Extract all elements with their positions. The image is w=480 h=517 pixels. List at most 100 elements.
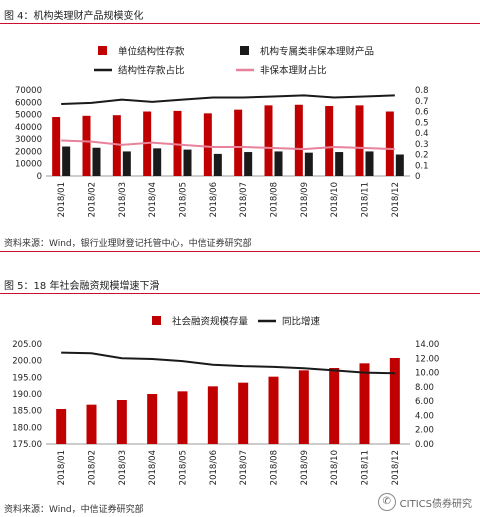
bar-primary [116,400,127,444]
bar-secondary [62,146,71,176]
bar-primary [234,109,243,176]
bar-primary [173,110,182,176]
bar-secondary [213,153,222,176]
y2-tick-label: 4.00 [415,411,434,421]
legend-1-label: 同比增速 [282,316,321,328]
fig4-caption: 图 4：机构类理财产品规模变化 [4,11,144,22]
bar-primary [325,105,334,176]
series-line-1 [61,139,395,151]
bar-secondary [335,152,344,176]
bar-primary [355,105,364,176]
x-tick-label: 2018/03 [118,182,128,217]
legend-0-label: 社会融资规模存量 [172,316,249,328]
y2-tick-label: 0.4 [415,129,429,139]
watermark-text: CITICS债券研究 [399,498,472,510]
y-tick-label: 60000 [15,98,42,108]
y2-tick-label: 0.6 [415,108,429,118]
y-tick-label: 10000 [15,160,42,170]
x-tick-label: 2018/02 [88,182,98,217]
x-tick-label: 2018/10 [330,450,340,485]
x-tick-label: 2018/08 [270,182,280,217]
x-tick-label: 2018/10 [330,182,340,217]
y2-tick-label: 12.00 [415,354,439,364]
y-tick-label: 0 [37,172,42,182]
x-tick-label: 2018/08 [270,450,280,485]
legend-0-swatch [98,46,107,55]
legend-2-label: 结构性存款占比 [118,65,185,77]
y2-tick-label: 0.8 [415,86,429,96]
y-tick-label: 40000 [15,123,42,133]
bar-primary [359,363,370,444]
x-tick-label: 2018/04 [148,182,158,217]
fig4-source-rule [0,251,480,252]
fig4-title-rule [0,23,480,24]
y2-tick-label: 0.3 [415,140,429,150]
y-tick-label: 195.00 [12,373,42,383]
y2-tick-label: 0.1 [415,161,429,171]
x-tick-label: 2018/12 [391,450,401,485]
fig5-source: 资料来源：Wind，中信证券研究部 [4,505,144,515]
fig5-title-rule [0,293,480,294]
bar-secondary [153,148,162,176]
wechat-icon: ✆ [377,493,396,511]
bar-primary [86,404,97,444]
bar-primary [112,115,121,176]
x-tick-label: 2018/04 [148,450,158,485]
fig4-source: 资料来源：Wind，银行业理财登记托管中心，中信证券研究部 [4,239,252,249]
bar-primary [177,391,188,444]
bar-primary [329,368,340,444]
x-tick-label: 2018/07 [239,450,249,485]
y2-tick-label: 0.7 [415,97,429,107]
bar-primary [56,409,67,444]
y-tick-label: 190.00 [12,390,42,400]
x-tick-label: 2018/01 [57,182,67,217]
x-tick-label: 2018/03 [118,450,128,485]
legend-1-label: 机构专属类非保本理财产品 [260,46,374,58]
bar-primary [207,386,218,444]
fig4-title-bar: 图 4：机构类理财产品规模变化 [0,4,480,24]
bar-secondary [395,154,404,176]
bar-primary [389,358,400,444]
bar-primary [264,105,273,176]
bar-secondary [274,151,283,176]
y-tick-label: 20000 [15,147,42,157]
bar-secondary [244,152,253,176]
bar-primary [82,115,91,176]
x-tick-label: 2018/11 [361,182,371,217]
series-line-0 [61,94,395,105]
bar-primary [203,113,212,176]
legend-0-label: 单位结构性存款 [118,46,185,58]
legend-3-label: 非保本理财占比 [260,65,327,77]
y2-tick-label: 0.2 [415,151,429,161]
bar-primary [52,117,61,176]
y-tick-label: 70000 [15,86,42,96]
y-tick-label: 205.00 [12,340,42,350]
bar-primary [238,382,249,444]
y2-tick-label: 0 [415,172,420,182]
y-tick-label: 200.00 [12,357,42,367]
series-line-0 [61,351,395,375]
y-tick-label: 185.00 [12,407,42,417]
legend-0-swatch [152,316,161,325]
watermark: ✆ CITICS债券研究 [377,493,472,511]
bar-primary [294,104,303,176]
bar-secondary [304,152,313,176]
x-tick-label: 2018/11 [361,450,371,485]
y2-tick-label: 2.00 [415,426,434,436]
x-tick-label: 2018/02 [88,450,98,485]
y-tick-label: 180.00 [12,423,42,433]
x-tick-label: 2018/05 [179,450,189,485]
x-tick-label: 2018/05 [179,182,189,217]
bar-secondary [122,151,131,176]
y2-tick-label: 0.5 [415,118,429,128]
x-tick-label: 2018/12 [391,182,401,217]
x-tick-label: 2018/07 [239,182,249,217]
fig5-caption: 图 5：18 年社会融资规模增速下滑 [4,281,160,292]
bar-primary [268,376,279,444]
x-tick-label: 2018/09 [300,450,310,485]
bar-primary [298,370,309,444]
y2-tick-label: 6.00 [415,397,434,407]
bar-secondary [365,151,374,176]
y2-tick-label: 8.00 [415,383,434,393]
